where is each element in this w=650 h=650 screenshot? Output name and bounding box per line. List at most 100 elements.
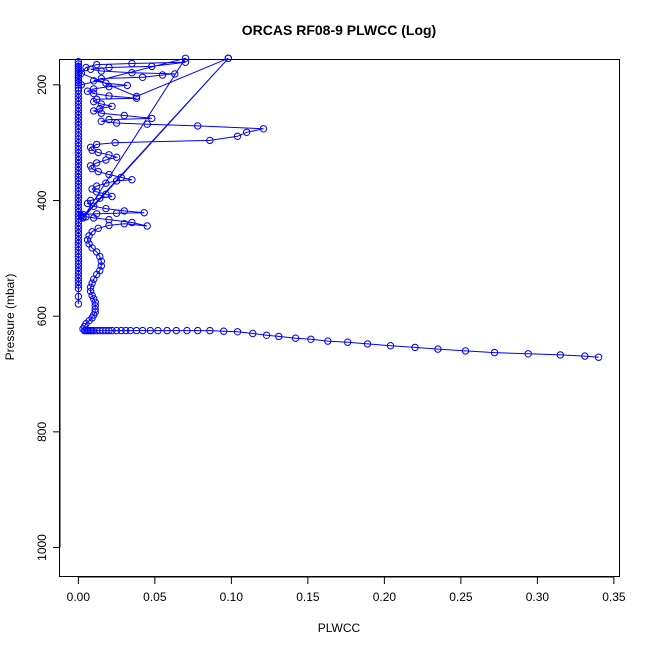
data-point [386, 342, 395, 350]
data-point [224, 54, 233, 62]
data-point [74, 135, 83, 143]
data-point [74, 263, 83, 272]
data-point [74, 250, 83, 258]
data-point [86, 162, 95, 170]
x-tick-label: 0.35 [602, 590, 626, 604]
data-point [154, 326, 162, 335]
data-point [90, 77, 98, 85]
x-axis: 0.00 0.05 0.10 0.15 0.20 0.25 0.30 0.35 [67, 576, 626, 604]
data-point [74, 236, 83, 244]
data-point [74, 86, 83, 95]
data-point [90, 295, 98, 303]
data-point [90, 107, 98, 115]
data-point [96, 104, 104, 113]
data-point [74, 159, 83, 168]
x-tick-label: 0.30 [526, 590, 550, 604]
data-point [74, 58, 83, 66]
data-point [105, 63, 113, 72]
data-point [171, 70, 179, 78]
data-point [594, 353, 603, 361]
data-point [291, 334, 300, 342]
x-tick-label: 0.00 [67, 590, 91, 604]
data-point [194, 122, 202, 130]
data-point [74, 90, 83, 98]
data-point [120, 111, 129, 120]
data-point [86, 143, 95, 152]
data-point [206, 326, 214, 335]
data-point [74, 62, 83, 71]
data-point [111, 139, 119, 147]
data-point [220, 327, 228, 335]
x-axis-label: PLWCC [318, 621, 361, 635]
data-point [74, 121, 83, 130]
data-point [158, 71, 167, 79]
data-point [74, 215, 83, 223]
data-point [132, 92, 141, 101]
data-point [490, 348, 499, 357]
chart-title: ORCAS RF08-9 PLWCC (Log) [242, 22, 436, 38]
data-point [74, 260, 83, 268]
y-tick-label: 200 [35, 75, 49, 95]
y-axis-label: Pressure (mbar) [3, 274, 17, 361]
data-point [94, 167, 103, 176]
data-point [163, 326, 171, 335]
data-point [86, 283, 95, 291]
data-point [148, 62, 156, 71]
data-point [262, 331, 271, 339]
data-point [128, 59, 136, 68]
data-point [105, 215, 113, 224]
data-point [88, 228, 96, 236]
data-point [93, 140, 101, 149]
data-point [83, 236, 92, 244]
data-point [117, 173, 125, 182]
data-point [122, 326, 130, 335]
data-point [206, 136, 214, 145]
data-point [86, 65, 95, 74]
data-point [74, 246, 83, 255]
data-point [102, 190, 110, 198]
data-point [79, 214, 87, 222]
data-point [74, 198, 83, 206]
plot-frame [59, 59, 620, 577]
data-point [120, 220, 129, 228]
data-point [105, 221, 113, 230]
data-point [324, 337, 332, 345]
data-point [194, 326, 202, 335]
data-point [307, 335, 315, 343]
data-point [74, 239, 83, 248]
y-tick-label: 800 [35, 422, 49, 442]
data-point [96, 194, 104, 202]
data-point [80, 326, 89, 335]
data-point [183, 326, 191, 335]
data-point [74, 60, 83, 68]
x-tick-label: 0.05 [143, 590, 167, 604]
data-point [143, 222, 151, 230]
data-point [105, 151, 113, 159]
data-point [93, 248, 101, 256]
data-point [128, 218, 136, 227]
data-point [74, 281, 83, 289]
series-layer [74, 54, 603, 361]
data-point [581, 352, 589, 360]
data-point [434, 345, 442, 353]
data-point [74, 173, 83, 182]
data-point [74, 225, 83, 234]
data-point [275, 332, 283, 341]
data-point [91, 305, 99, 313]
data-point [126, 326, 135, 335]
data-point [96, 266, 104, 275]
data-point [82, 63, 90, 72]
data-point [181, 54, 190, 62]
data-point [93, 182, 101, 190]
data-point [74, 257, 83, 265]
data-point [74, 76, 83, 84]
data-point [120, 207, 129, 215]
data-point [363, 340, 372, 348]
data-point [138, 73, 147, 82]
data-point [86, 196, 95, 205]
data-point [128, 176, 136, 184]
data-point [94, 148, 103, 157]
data-point [88, 279, 96, 287]
data-point [74, 142, 83, 150]
